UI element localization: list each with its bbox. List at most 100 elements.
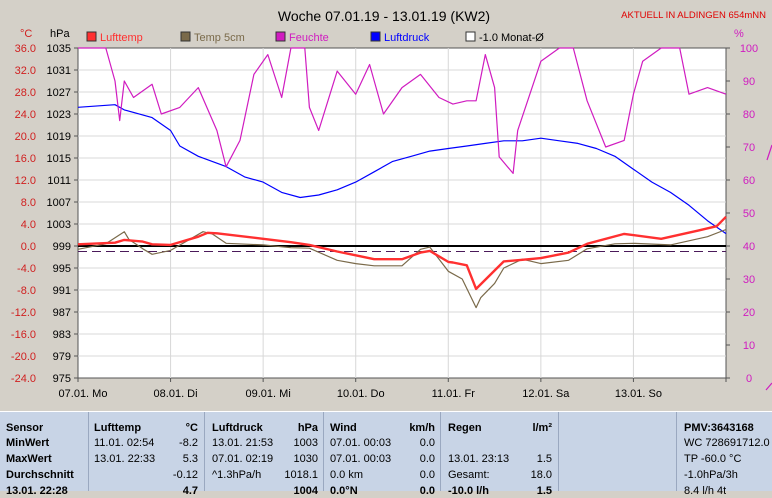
pressure-tick-label: 991: [53, 285, 71, 297]
temp-tick-label: 32.0: [15, 65, 36, 77]
temp-tick-label: -12.0: [11, 307, 36, 319]
x-tick-label: 07.01. Mo: [59, 388, 108, 400]
legend-label: Lufttemp: [100, 32, 143, 44]
location-notice: AKTUELL IN ALDINGEN 654mNN: [621, 10, 766, 21]
legend-swatch: [275, 31, 286, 42]
regen-max-time: 13.01. 23:13: [448, 453, 510, 465]
pressure-tick-label: 1023: [47, 109, 71, 121]
legend-label: Luftdruck: [384, 32, 430, 44]
lufttemp-header: Lufttemp: [94, 422, 142, 434]
luftdruck-max-time: 07.01. 02:19: [212, 453, 274, 465]
series-line-luftdruck: [77, 104, 727, 235]
temp-tick-label: -24.0: [11, 373, 36, 385]
lufttemp-avg-value: -0.12: [172, 469, 198, 481]
lufttemp-max-time: 13.01. 22:33: [94, 453, 156, 465]
pressure-unit-label: hPa: [50, 28, 70, 40]
legend-swatch: [86, 31, 97, 42]
legend-label: -1.0 Monat-Ø: [479, 32, 544, 44]
lufttemp-column: Lufttemp °C 11.01. 02:54 -8.2 13.01. 22:33…: [89, 412, 205, 497]
temp-tick-label: 0.0: [21, 241, 36, 253]
pressure-tick-label: 1015: [47, 153, 71, 165]
lufttemp-min-time: 11.01. 02:54: [94, 437, 155, 449]
wind-max-time: 07.01. 00:03: [330, 453, 392, 465]
temp-tick-label: -4.0: [17, 263, 36, 275]
temp-tick-label: 4.0: [21, 219, 36, 231]
humidity-tick-label: 20: [743, 307, 755, 319]
luftdruck-column: Luftdruck hPa 13.01. 21:53 1003 07.01. 02:…: [205, 412, 324, 497]
x-tick-label: 08.01. Di: [154, 388, 198, 400]
legend: Lufttemp Temp 5cm Feuchte Luftdruck -1.0 Mon…: [86, 31, 544, 44]
x-tick-label: 12.01. Sa: [522, 388, 570, 400]
pressure-tick-label: 1031: [47, 65, 71, 77]
pressure-tick-label: 1011: [47, 175, 71, 187]
temp-tick-label: 24.0: [15, 109, 36, 121]
pmv-pressure-trend: -1.0hPa/3h: [684, 469, 738, 481]
pressure-tick-label: 979: [53, 351, 71, 363]
chart-title: Woche 07.01.19 - 13.01.19 (KW2): [278, 8, 490, 24]
pressure-tick-label: 995: [53, 263, 71, 275]
regen-header: Regen: [448, 422, 482, 434]
stats-table: Sensor MinWert MaxWert Durchschnitt 13.0…: [0, 411, 772, 497]
wind-unit: km/h: [409, 422, 435, 434]
row-label-current: 13.01. 22:28: [6, 485, 68, 497]
series-line-feuchte: [78, 47, 727, 174]
wind-distance: 0.0 km: [330, 469, 364, 481]
luftdruck-unit: hPa: [297, 422, 318, 434]
row-label-max: MaxWert: [6, 453, 52, 465]
legend-label: Temp 5cm: [194, 32, 245, 44]
temp-tick-label: 16.0: [15, 153, 36, 165]
pmv-rain-rate: 8.4 l/h 4t: [684, 485, 727, 497]
humidity-tick-label: 0: [746, 373, 752, 385]
temp-tick-label: 36.0: [15, 43, 36, 55]
regen-current-value: 1.5: [536, 485, 552, 497]
pmv-column: PMV:3643168 WC 728691712.0 TP -60.0 °C -…: [677, 412, 772, 497]
humidity-tick-label: 80: [743, 109, 755, 121]
series-layer: [77, 47, 727, 309]
wind-min-value: 0.0: [419, 437, 435, 449]
humidity-tick-label: 50: [743, 208, 755, 220]
temp-unit-label: °C: [20, 28, 32, 40]
legend-label: Feuchte: [289, 32, 329, 44]
pressure-tick-label: 975: [53, 373, 71, 385]
axes: 36.0 1035 32.0 1031 28.0 1027 24.0 1023 20.0 1019…: [11, 43, 758, 400]
pressure-tick-label: 987: [53, 307, 71, 319]
wind-column: Wind km/h 07.01. 00:03 0.0 07.01. 00:03 0.0…: [324, 412, 441, 497]
regen-column: Regen l/m² 13.01. 23:13 1.5 Gesamt: 18.0 -1…: [441, 412, 559, 497]
temp-tick-label: 20.0: [15, 131, 36, 143]
luftdruck-trend: ^1.3hPa/h: [212, 469, 262, 481]
pmv-header: PMV:3643168: [684, 422, 754, 434]
pressure-tick-label: 1027: [47, 87, 71, 99]
weather-chart: Woche 07.01.19 - 13.01.19 (KW2) AKTUELL …: [10, 8, 772, 400]
pressure-tick-label: 1003: [47, 219, 71, 231]
lufttemp-min-value: -8.2: [179, 437, 198, 449]
humidity-tick-label: 100: [740, 43, 758, 55]
humidity-tick-label: 10: [743, 340, 755, 352]
humidity-edge-stub-lower: [765, 382, 772, 391]
pressure-tick-label: 983: [53, 329, 71, 341]
legend-swatch: [180, 31, 191, 42]
temp-tick-label: -16.0: [11, 329, 36, 341]
temp-tick-label: -8.0: [17, 285, 36, 297]
humidity-unit-label: %: [734, 28, 744, 40]
wind-avg-value: 0.0: [419, 469, 435, 481]
wind-direction: 0.0°N: [330, 485, 358, 497]
luftdruck-max-value: 1030: [293, 453, 318, 465]
regen-unit: l/m²: [532, 422, 552, 434]
humidity-tick-label: 70: [743, 142, 755, 154]
humidity-tick-label: 90: [743, 76, 755, 88]
humidity-tick-label: 40: [743, 241, 755, 253]
luftdruck-min-time: 13.01. 21:53: [212, 437, 274, 449]
wind-header: Wind: [330, 422, 357, 434]
temp-tick-label: 12.0: [15, 175, 36, 187]
x-tick-label: 11.01. Fr: [432, 388, 476, 400]
row-label-avg: Durchschnitt: [6, 469, 74, 481]
pressure-tick-label: 1035: [47, 43, 71, 55]
regen-rate: -10.0 l/h: [448, 485, 489, 497]
lufttemp-current-value: 4.7: [182, 485, 198, 497]
luftdruck-avg-value: 1018.1: [284, 469, 318, 481]
x-tick-label: 10.01. Do: [337, 388, 385, 400]
pressure-tick-label: 999: [53, 241, 71, 253]
humidity-tick-label: 60: [743, 175, 755, 187]
pressure-tick-label: 1007: [47, 197, 71, 209]
pmv-dewpoint: TP -60.0 °C: [684, 453, 742, 465]
